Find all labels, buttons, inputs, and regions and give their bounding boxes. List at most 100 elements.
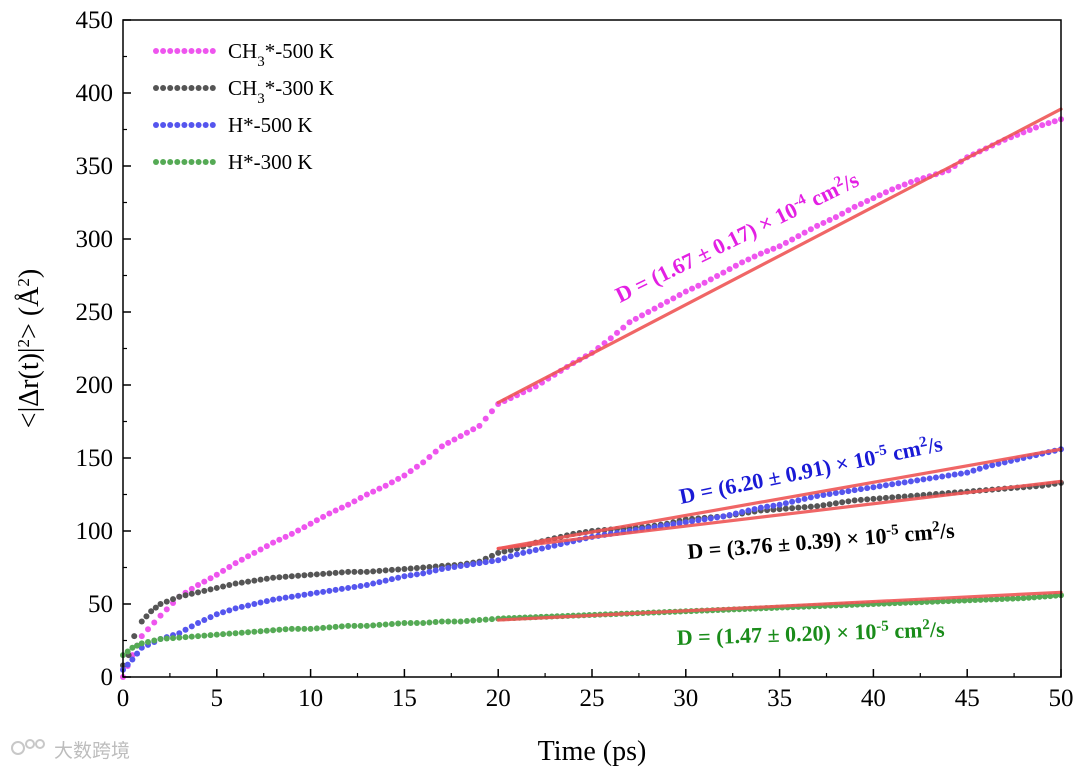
data-marker-interp <box>782 505 789 512</box>
data-point <box>345 584 352 591</box>
data-marker-interp <box>482 415 489 422</box>
data-point <box>213 631 220 638</box>
data-point <box>363 568 370 575</box>
data-point <box>1020 595 1027 602</box>
data-point <box>457 618 464 625</box>
data-marker-interp <box>188 585 195 592</box>
data-marker-interp <box>263 627 270 634</box>
data-marker-interp <box>882 189 889 196</box>
data-point <box>795 497 802 504</box>
data-marker-interp <box>295 527 302 534</box>
fit-line-h-300-k <box>496 590 1063 622</box>
data-marker-interp <box>357 568 364 575</box>
data-marker-interp <box>707 515 714 522</box>
data-marker-interp <box>357 494 364 501</box>
data-marker-interp <box>676 520 683 527</box>
data-point <box>232 605 239 612</box>
data-marker-interp <box>839 210 846 217</box>
data-point <box>363 622 370 629</box>
data-marker-interp <box>226 564 233 571</box>
y-tick-label: 300 <box>76 226 114 253</box>
data-marker-interp <box>124 648 131 655</box>
x-tick-label: 45 <box>955 685 980 712</box>
data-point <box>438 565 445 572</box>
data-marker-interp <box>751 506 758 513</box>
data-point <box>907 492 914 499</box>
data-marker-interp <box>526 548 533 555</box>
data-point <box>495 557 502 564</box>
data-point <box>720 269 727 276</box>
data-marker-interp <box>989 462 996 469</box>
data-marker-interp <box>1025 594 1032 601</box>
data-point <box>363 491 370 498</box>
data-marker-interp <box>145 626 152 633</box>
data-point <box>814 492 821 499</box>
x-tick-label: 10 <box>298 685 323 712</box>
data-marker-interp <box>972 597 979 604</box>
data-marker-interp <box>826 217 833 224</box>
data-marker-interp <box>426 454 433 461</box>
data-marker-interp <box>488 558 495 565</box>
data-marker-interp <box>726 266 733 273</box>
y-axis-title-part: > (Å <box>14 286 45 339</box>
legend-swatch-dot <box>153 48 159 54</box>
data-marker-interp <box>332 586 339 593</box>
legend-swatch-dot <box>195 122 202 128</box>
data-marker-interp <box>1031 594 1038 601</box>
y-tick-label: 100 <box>76 518 114 545</box>
x-tick-label: 5 <box>211 685 224 712</box>
legend-swatch-dot <box>160 48 167 54</box>
legend-swatch-dot <box>195 159 202 165</box>
legend-swatch-dot <box>174 159 181 165</box>
data-marker-interp <box>845 498 852 505</box>
annotation-text: cm <box>898 519 933 547</box>
data-marker-interp <box>151 619 158 626</box>
data-marker-interp <box>413 463 420 470</box>
legend-label-part: CH <box>228 39 257 63</box>
data-marker-interp <box>245 602 252 609</box>
data-marker-interp <box>732 510 739 517</box>
legend-swatch-dot <box>188 159 195 165</box>
data-marker-interp <box>313 517 320 524</box>
data-marker-interp <box>689 285 696 292</box>
data-marker-interp <box>257 628 264 635</box>
data-point <box>382 567 389 574</box>
data-marker-interp <box>957 470 964 477</box>
data-point <box>757 250 764 257</box>
legend-swatch-dot <box>167 159 174 165</box>
data-marker-interp <box>238 629 245 636</box>
data-point <box>551 542 558 549</box>
data-marker-interp <box>901 479 908 486</box>
data-marker-interp <box>895 183 902 190</box>
data-point <box>457 433 464 440</box>
data-marker-interp <box>238 603 245 610</box>
data-marker-interp <box>789 498 796 505</box>
watermark-logo-icon <box>11 741 25 755</box>
data-marker-interp <box>789 236 796 243</box>
data-marker-interp <box>732 262 739 269</box>
data-marker-interp <box>801 229 808 236</box>
data-marker-interp <box>956 597 963 604</box>
data-marker-interp <box>257 599 264 606</box>
data-marker-interp <box>357 622 364 629</box>
legend-swatch-dot <box>153 85 159 91</box>
data-marker-interp <box>876 192 883 199</box>
legend-swatch-dot <box>209 159 216 165</box>
data-marker-interp <box>395 566 402 573</box>
data-marker-interp <box>170 635 177 642</box>
data-marker-interp <box>1032 124 1039 131</box>
legend-swatch-dot <box>202 159 209 165</box>
data-marker-interp <box>407 565 414 572</box>
data-marker-interp <box>282 594 289 601</box>
annotation-text: D = (3.76 ± 0.39) × 10 <box>686 523 887 564</box>
legend-swatch-dot <box>160 159 167 165</box>
x-tick-label: 30 <box>673 685 698 712</box>
legend-swatch-dot <box>202 122 209 128</box>
data-point <box>232 580 239 587</box>
data-marker-interp <box>714 272 721 279</box>
y-tick-label: 250 <box>76 299 114 326</box>
data-marker-interp <box>370 580 377 587</box>
data-marker-interp <box>226 630 233 637</box>
data-marker-interp <box>238 579 245 586</box>
data-marker-interp <box>864 485 871 492</box>
